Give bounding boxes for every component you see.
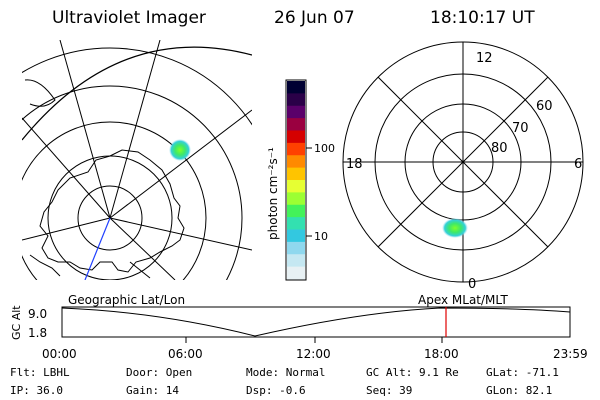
aurora-spot-right bbox=[442, 218, 468, 238]
mlt-18-label: 18 bbox=[346, 157, 363, 172]
mlt-12-label: 12 bbox=[476, 51, 493, 66]
colorbar-cell bbox=[287, 167, 305, 181]
colorbar-cell bbox=[287, 118, 305, 131]
door-status: Door: Open bbox=[126, 366, 193, 379]
alt-ylabel: GC Alt bbox=[10, 305, 23, 340]
colorbar-cell bbox=[287, 93, 305, 107]
x-tick-1200: 12:00 bbox=[296, 347, 331, 361]
colorbar: 100 10 photon cm⁻²s⁻¹ bbox=[266, 79, 335, 281]
geographic-map bbox=[22, 40, 252, 280]
x-tick-2359: 23:59 bbox=[553, 347, 588, 361]
dsp-status: Dsp: -0.6 bbox=[246, 384, 306, 397]
glat-status: GLat: -71.1 bbox=[486, 366, 559, 379]
colorbar-cell bbox=[287, 142, 305, 156]
x-tick-1800: 18:00 bbox=[424, 347, 459, 361]
colorbar-cell bbox=[287, 192, 305, 206]
coastline bbox=[39, 149, 185, 273]
ip-status: IP: 36.0 bbox=[10, 384, 63, 397]
x-tick-0600: 06:00 bbox=[168, 347, 203, 361]
colorbar-cell bbox=[287, 229, 305, 243]
colorbar-cell bbox=[287, 217, 305, 230]
time-label: 18:10:17 UT bbox=[430, 8, 535, 28]
colorbar-unit-label: photon cm⁻²s⁻¹ bbox=[266, 147, 280, 240]
colorbar-cell bbox=[287, 204, 305, 218]
gc-alt-status: GC Alt: 9.1 Re bbox=[366, 366, 459, 379]
mlat-70-label: 70 bbox=[512, 121, 529, 136]
colorbar-cell bbox=[287, 180, 305, 193]
title: Ultraviolet Imager bbox=[52, 8, 206, 28]
colorbar-tick-10: 10 bbox=[314, 230, 328, 243]
colorbar-cell bbox=[287, 254, 305, 268]
aurora-spot-left bbox=[169, 139, 191, 161]
colorbar-cell bbox=[287, 105, 305, 119]
colorbar-cell bbox=[287, 81, 305, 94]
alt-y-top: 9.0 bbox=[28, 307, 47, 321]
mlt-0-label: 0 bbox=[468, 277, 476, 292]
mlt-6-label: 6 bbox=[574, 157, 582, 172]
mode-status: Mode: Normal bbox=[246, 366, 326, 379]
mlat-60-label: 60 bbox=[536, 99, 553, 114]
altitude-plot: 9.0 1.8 GC Alt 00:00 06:00 12:00 18:00 2… bbox=[10, 305, 588, 361]
magnetic-polar-plot bbox=[342, 41, 584, 283]
colorbar-cell bbox=[287, 130, 305, 144]
apex-label: Apex MLat/MLT bbox=[418, 293, 508, 307]
altitude-curve bbox=[61, 307, 571, 337]
mlat-80-label: 80 bbox=[491, 141, 508, 156]
alt-y-bottom: 1.8 bbox=[28, 326, 47, 340]
date-label: 26 Jun 07 bbox=[274, 8, 355, 28]
colorbar-tick-100: 100 bbox=[314, 142, 335, 155]
geographic-label: Geographic Lat/Lon bbox=[68, 293, 185, 307]
colorbar-cell bbox=[287, 266, 305, 280]
x-tick-0000: 00:00 bbox=[42, 347, 77, 361]
colorbar-cell bbox=[287, 155, 305, 169]
filter-status: Flt: LBHL bbox=[10, 366, 70, 379]
seq-status: Seq: 39 bbox=[366, 384, 413, 397]
glon-status: GLon: 82.1 bbox=[486, 384, 553, 397]
colorbar-cell bbox=[287, 241, 305, 255]
gain-status: Gain: 14 bbox=[126, 384, 179, 397]
